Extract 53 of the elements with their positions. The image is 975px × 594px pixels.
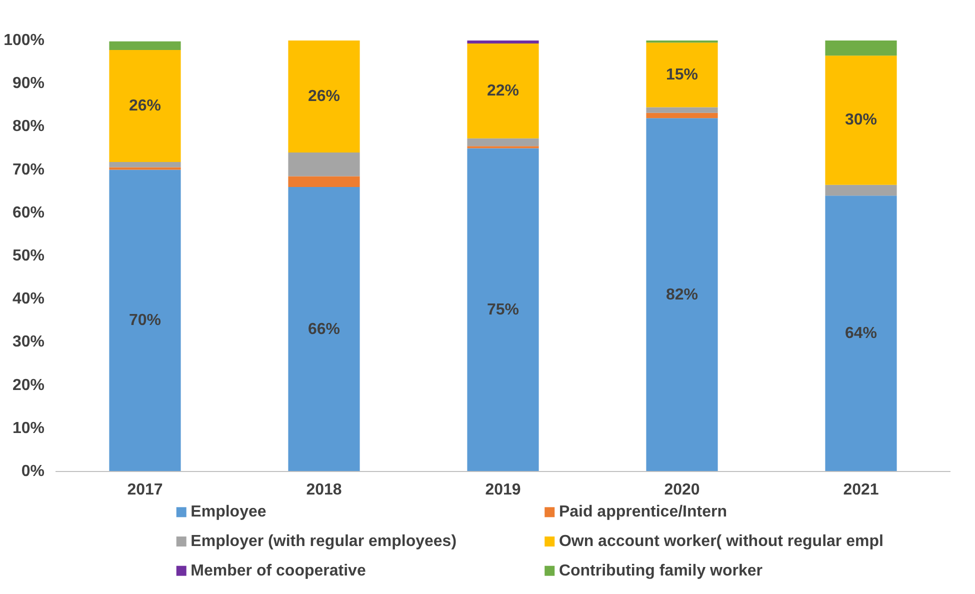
legend-label: Own account worker( without regular empl (558, 533, 884, 550)
y-tick-label: 10% (12, 420, 45, 437)
bar (825, 184, 897, 196)
x-tick-label: 2021 (843, 482, 879, 498)
data-label: 66% (308, 320, 340, 338)
bar (288, 187, 360, 472)
y-tick-label: 80% (12, 118, 45, 136)
y-tick-label: 100% (4, 32, 44, 49)
x-tick-label: 2019 (485, 482, 521, 498)
data-label: 30% (844, 112, 878, 129)
bar (288, 152, 360, 176)
y-tick-label: 50% (12, 248, 45, 264)
bar (109, 50, 181, 162)
legend-label: Contributing family worker (558, 562, 763, 580)
bar (467, 148, 539, 472)
bar (646, 107, 718, 113)
y-tick-label: 30% (12, 334, 45, 351)
data-label: 22% (486, 82, 520, 100)
bar (109, 162, 181, 168)
bar (467, 138, 539, 146)
bar (646, 118, 718, 472)
data-label: 15% (666, 66, 698, 84)
y-tick-label: 70% (12, 161, 45, 178)
bar (467, 40, 539, 44)
legend-label: Employee (190, 504, 266, 521)
data-label: 26% (308, 88, 340, 106)
y-tick-label: 0% (21, 463, 44, 480)
y-tick-label: 90% (12, 75, 45, 92)
y-tick-label: 40% (12, 290, 45, 308)
bar (646, 112, 718, 118)
bar (288, 40, 360, 153)
x-tick-label: 2017 (127, 482, 163, 498)
y-tick-label: 20% (12, 376, 45, 394)
legend-label: Member of cooperative (190, 562, 366, 580)
legend-label: Employer (with regular employees) (190, 533, 457, 550)
x-tick-label: 2020 (664, 482, 700, 498)
data-label: 26% (128, 98, 162, 115)
data-label: 75% (486, 301, 520, 318)
y-tick-label: 60% (12, 204, 45, 222)
bar (109, 170, 181, 472)
bar (646, 42, 718, 108)
bar (109, 41, 181, 50)
bar (109, 167, 181, 170)
bar (288, 176, 360, 188)
legend-label: Paid apprentice/Intern (558, 504, 727, 521)
data-label: 82% (666, 286, 698, 304)
bar (825, 40, 897, 56)
bar (825, 196, 897, 472)
data-label: 70% (128, 312, 162, 330)
data-label: 64% (844, 325, 878, 342)
bar (467, 44, 539, 138)
x-tick-label: 2018 (306, 482, 342, 498)
bar (825, 56, 897, 185)
